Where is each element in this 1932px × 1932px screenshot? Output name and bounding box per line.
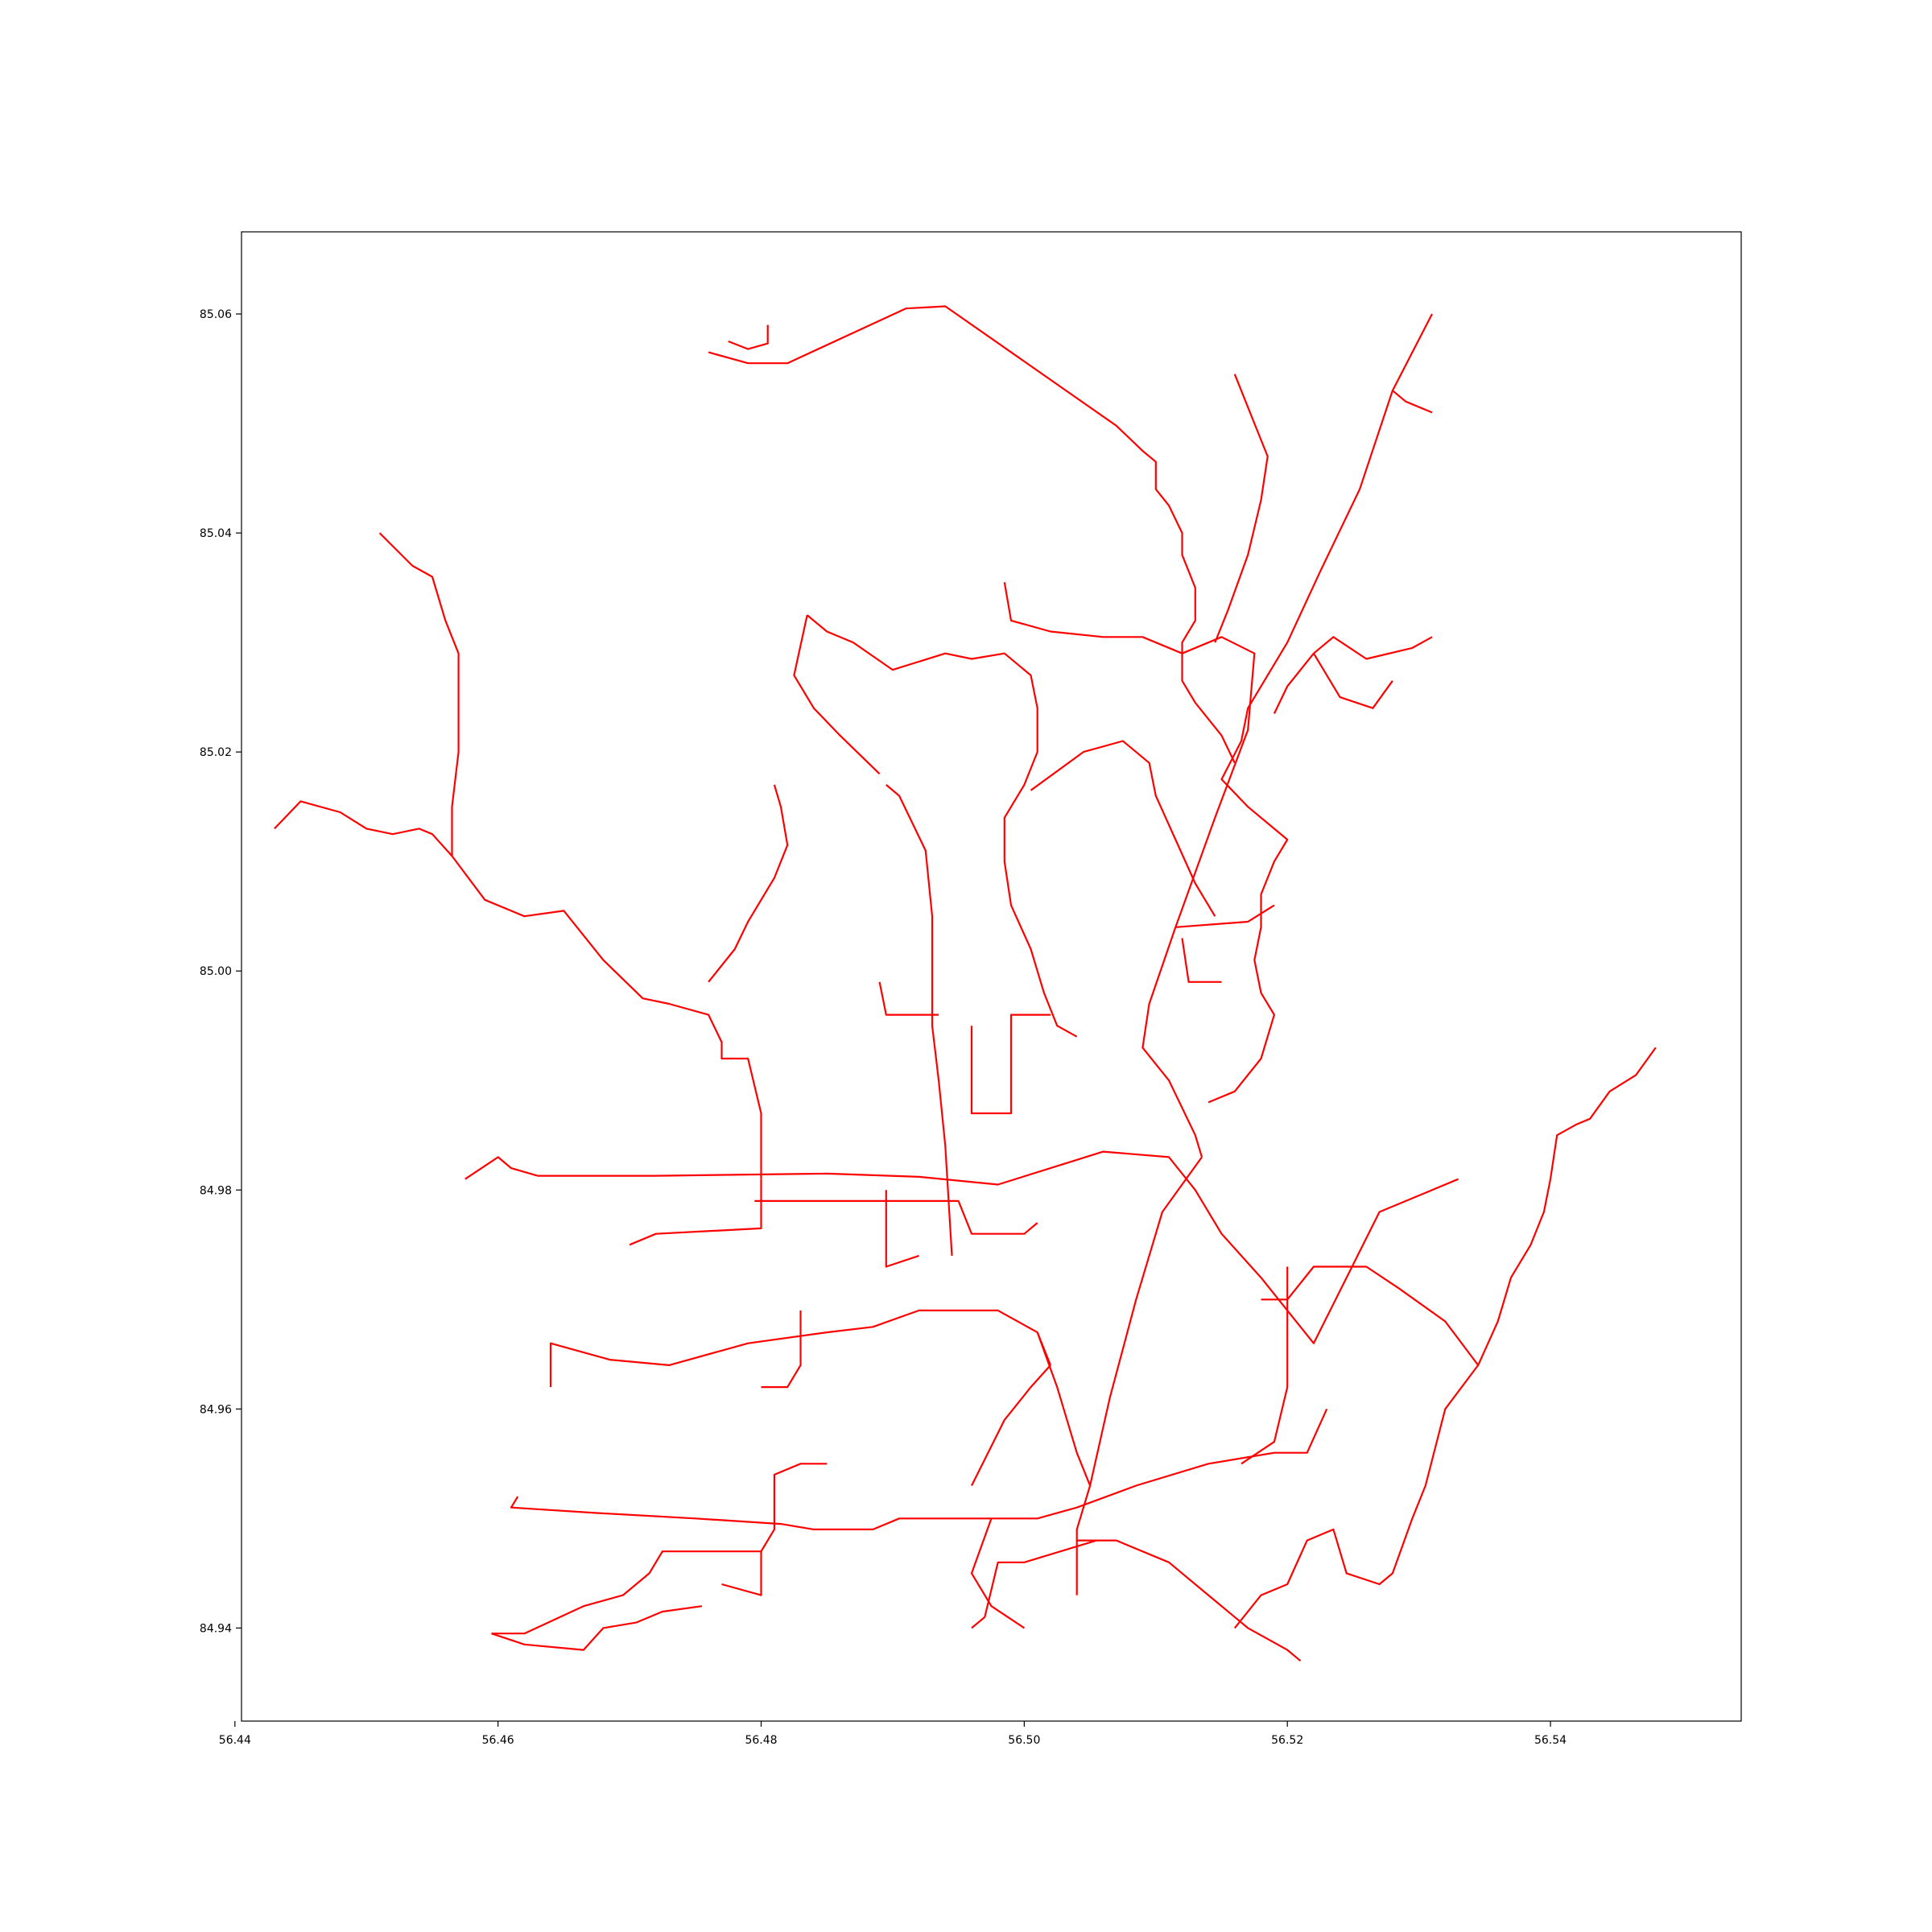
network-line-3 [1392,390,1433,414]
x-axis: 56.44 56.46 56.48 56.50 56.52 56.54 [219,1721,1567,1747]
network-line-13 [970,1013,1051,1115]
network-line-33 [971,1539,1097,1629]
network-line-26 [761,1310,802,1389]
network-line-5 [378,532,762,1179]
network-line-8 [537,1150,1459,1344]
x-tick-label: 56.52 [1271,1734,1303,1747]
network-line-25 [549,1309,1052,1388]
network-line-32 [1076,1539,1302,1662]
network-line-24 [491,1550,762,1635]
network-line-30 [971,1364,1051,1486]
x-tick-label: 56.44 [219,1734,251,1747]
network-line-19 [1181,938,1222,983]
y-tick-label: 84.98 [200,1184,232,1197]
network-line-14 [806,614,1078,1038]
network-line-23 [491,1605,703,1651]
network-line-1 [728,324,769,350]
x-tick-label: 56.50 [1008,1734,1040,1747]
network-line-10 [629,1179,762,1246]
network-line-36 [1241,1266,1289,1465]
network-line-4 [1214,374,1269,643]
network-lines [274,305,1657,1662]
x-tick-label: 56.54 [1534,1734,1567,1747]
network-line-12 [878,981,939,1016]
y-tick-label: 85.02 [200,746,232,759]
network-line-9 [464,1156,539,1180]
y-tick-label: 84.94 [200,1622,232,1635]
network-line-0 [708,305,1236,764]
network-line-22 [721,1463,828,1596]
x-tick-label: 56.46 [482,1734,514,1747]
plot-frame [241,231,1742,1722]
x-tick-label: 56.48 [745,1734,777,1747]
network-line-31 [970,1517,1026,1629]
network-line-16 [1003,582,1256,1158]
y-tick-label: 85.04 [200,527,232,540]
network-line-27 [754,1199,1038,1235]
network-line-7 [708,784,789,983]
network-line-38 [1312,653,1393,709]
network-line-11 [886,784,953,1256]
y-tick-label: 84.96 [200,1403,232,1416]
network-line-20 [1075,1156,1203,1596]
network-line-18 [1175,904,1275,928]
y-tick-label: 85.06 [200,308,232,321]
network-line-17 [1030,740,1216,917]
network-line-21 [510,1408,1328,1531]
network-line-6 [274,800,453,857]
network-line-15 [793,614,881,775]
y-axis: 84.94 84.96 84.98 85.00 85.02 85.04 85.06 [200,308,242,1635]
network-line-37 [1273,636,1433,714]
network-line-29 [1036,1331,1092,1486]
y-tick-label: 85.00 [200,965,232,978]
network-line-28 [885,1190,919,1268]
network-line-2 [1208,313,1433,1104]
